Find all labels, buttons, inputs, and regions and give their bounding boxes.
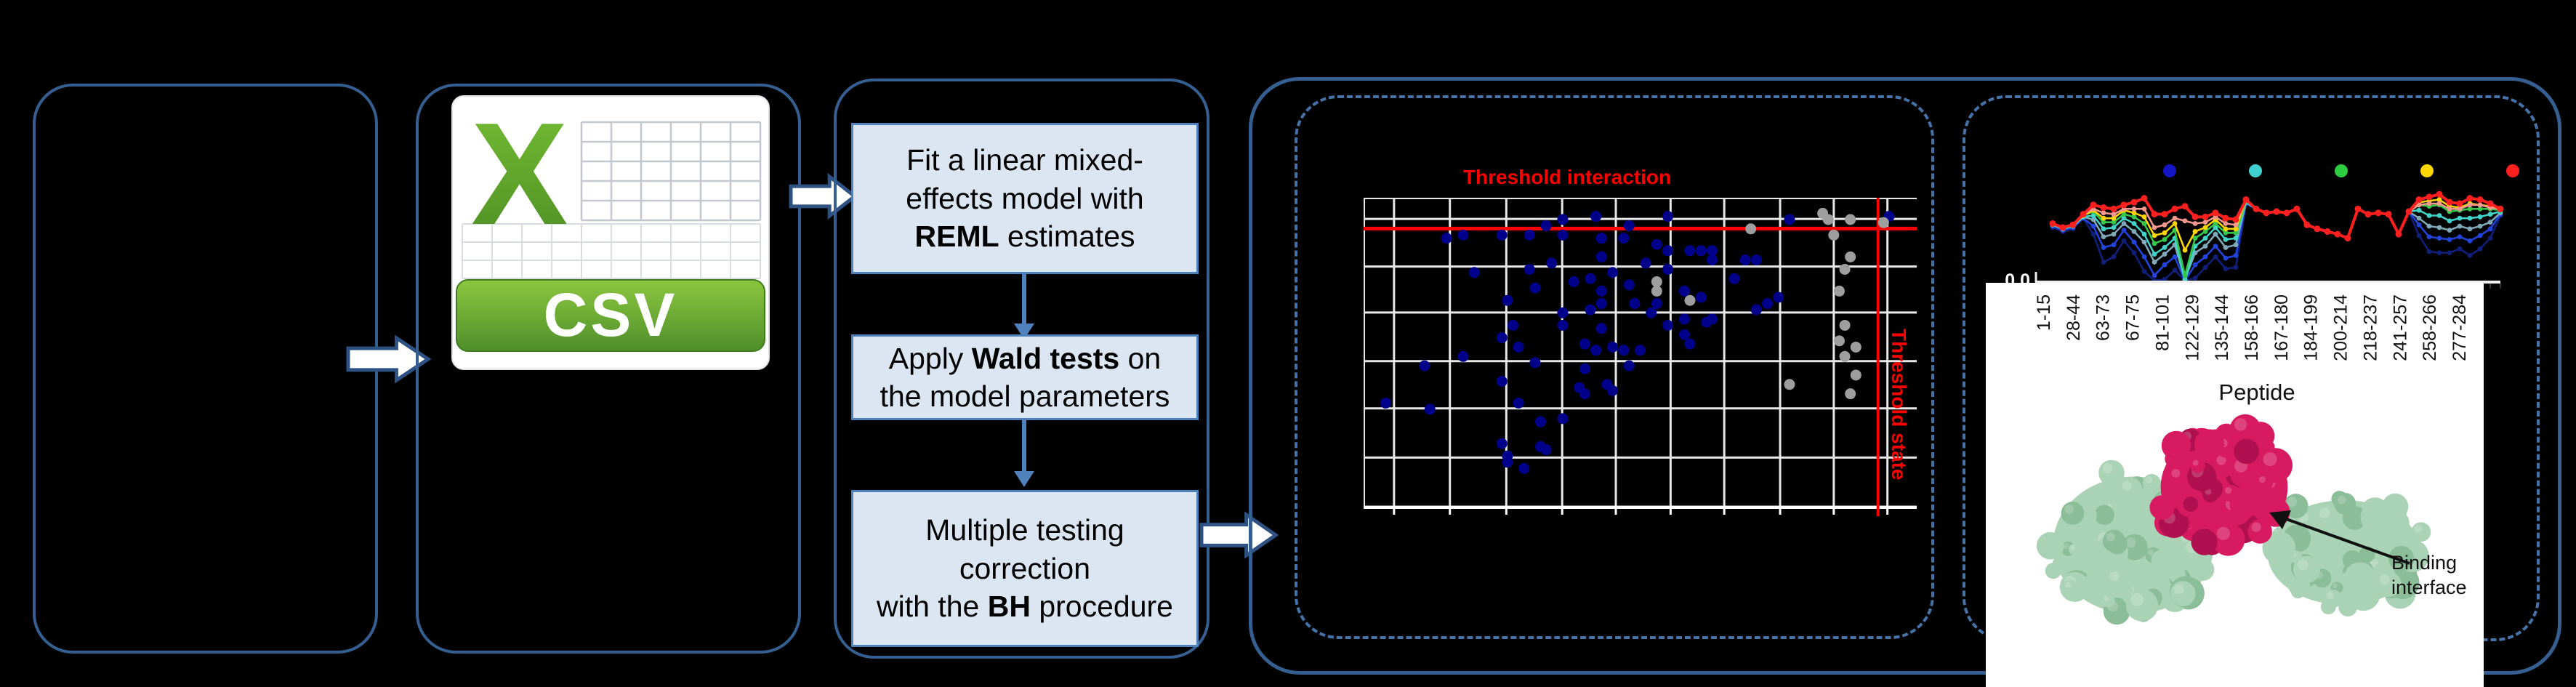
workflow-connector-2-icon (1014, 420, 1034, 487)
peptide-tick-label: 1-15 (2034, 294, 2054, 331)
peptide-tick-label: 158-166 (2242, 294, 2262, 361)
peptide-tick-label: 81-101 (2152, 294, 2173, 351)
timepoint-legend-dots (2163, 164, 2519, 177)
peptide-tick-label: 122-129 (2182, 294, 2202, 361)
panel-input (33, 84, 378, 654)
panel-workflow (834, 79, 1209, 659)
peptide-tick-label: 28-44 (2064, 294, 2084, 341)
protein-structure-image (2036, 414, 2431, 625)
peptide-tick-label: 200-214 (2331, 294, 2351, 361)
binding-interface-label: Binding interface (2391, 552, 2467, 598)
peptide-tick-label: 277-284 (2450, 294, 2470, 361)
panel-results (1249, 77, 2561, 675)
csv-label: CSV (544, 281, 678, 349)
peptide-tick-label: 184-199 (2301, 294, 2322, 361)
volcano-scatter-plot (1364, 198, 1917, 516)
threshold-interaction-label: Threshold interaction (1462, 166, 1672, 188)
workflow-box-wald: Apply Wald tests on the model parameters (851, 334, 1199, 420)
peptide-tick-label: 241-257 (2390, 294, 2410, 361)
uptake-series-t8-red (2049, 190, 2504, 242)
threshold-state-label: Threshold state (1888, 329, 1910, 481)
workflow-box-reml: Fit a linear mixed-effects model with REM… (851, 123, 1199, 274)
peptide-tick-label: 167-180 (2271, 294, 2292, 361)
workflow-box-bh: Multiple testing correction with the BH pr… (851, 490, 1199, 647)
csv-file-icon: X CSV (451, 93, 770, 370)
flow-arrow-3-icon (1199, 511, 1279, 559)
peptide-axis-title: Peptide (2218, 379, 2295, 405)
peptide-axis-labels: 1-15 28-44 63-73 67-75 81-101 122-129 135-144 1… (2034, 294, 2470, 361)
peptide-tick-label: 258-266 (2420, 294, 2440, 361)
binding-interface-region (2149, 414, 2293, 556)
flow-arrow-2-icon (789, 172, 858, 220)
workflow-connector-1-icon (1014, 274, 1034, 340)
flow-arrow-1-icon (346, 334, 432, 384)
scatter-points-significant (1380, 211, 1895, 474)
deuteration-line-chart (2034, 164, 2519, 289)
scatter-points-not-significant (1651, 207, 1889, 400)
panel-csv (416, 84, 801, 654)
peptide-tick-label: 135-144 (2212, 294, 2232, 361)
peptide-tick-label: 67-75 (2123, 294, 2144, 341)
peptide-tick-label: 218-237 (2360, 294, 2380, 361)
peptide-tick-label: 63-73 (2093, 294, 2114, 341)
dashed-box-volcano (1295, 95, 1934, 639)
svg-text:X: X (471, 93, 568, 255)
